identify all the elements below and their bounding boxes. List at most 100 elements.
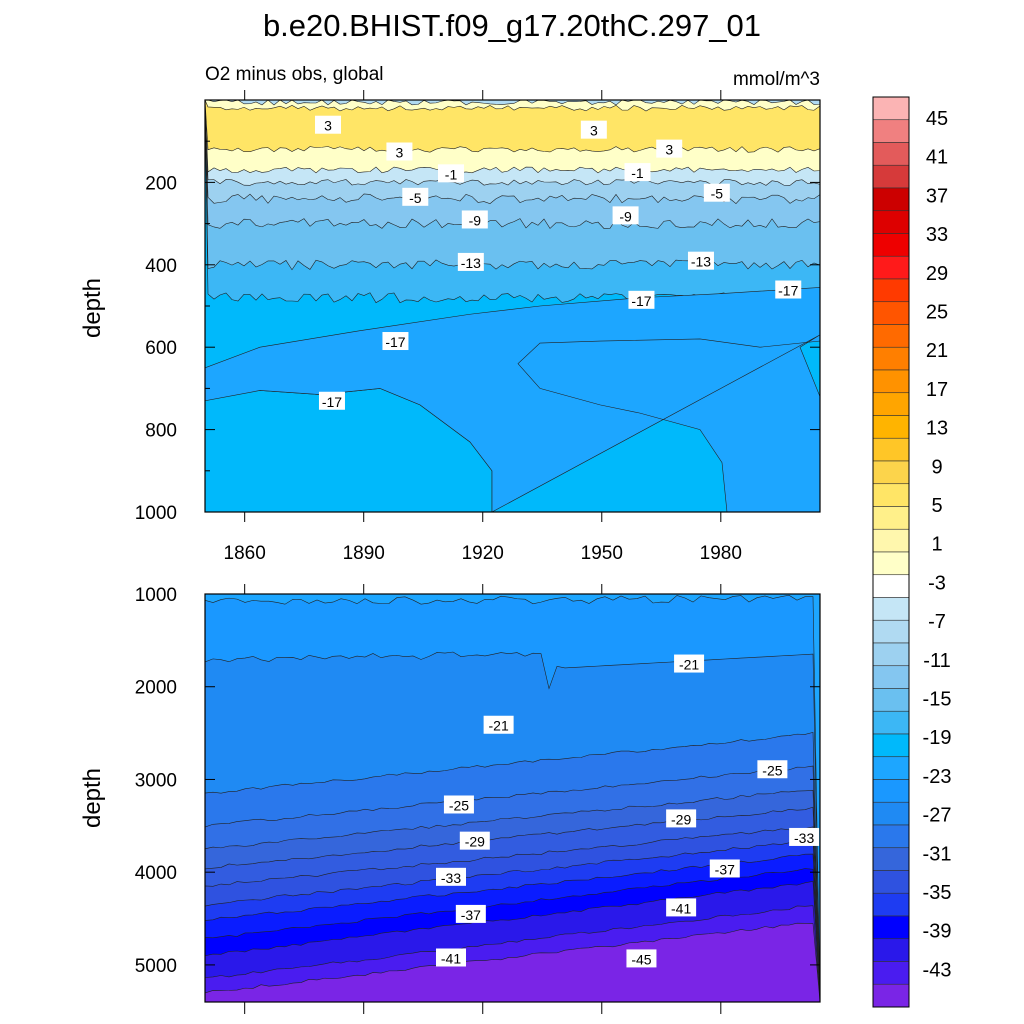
top-contour-label: -1 (438, 164, 464, 183)
bottom-contour-label: -25 (757, 760, 788, 779)
top-contour-label-bg (624, 163, 651, 182)
colorbar-label: -7 (928, 611, 946, 633)
bottom-contour-label-text: -21 (679, 657, 699, 673)
top-contour-label-text: 3 (396, 145, 404, 161)
bottom-contour-label: -25 (443, 795, 474, 814)
top-band (204, 99, 821, 153)
top-ytick-label: 600 (145, 338, 177, 359)
colorbar-swatch (872, 983, 910, 1008)
top-contour-label-bg (656, 139, 683, 158)
colorbar-swatch (872, 870, 910, 894)
colorbar-swatch (872, 437, 910, 462)
colorbar-label: 13 (926, 418, 948, 440)
colorbar-swatch (872, 710, 910, 735)
top-contour-label-bg (703, 183, 730, 202)
bottom-contour-label-text: -33 (794, 830, 814, 846)
top-contour-label: -17 (775, 280, 802, 299)
bottom-ytick-label: 3000 (135, 770, 177, 791)
top-contour-label: 3 (386, 142, 413, 161)
colorbar-swatch (872, 824, 910, 849)
top-contour-label-text: 3 (324, 118, 332, 134)
colorbar-label: -11 (923, 650, 950, 672)
colorbar-label: 1 (931, 534, 942, 556)
colorbar-label: -39 (923, 921, 952, 943)
colorbar-label: 45 (926, 108, 948, 130)
colorbar-swatch (872, 301, 910, 325)
top-xtick-label: 1920 (462, 543, 504, 564)
colorbar-label: -31 (923, 843, 952, 865)
top-contour-label-bg (628, 290, 655, 309)
bottom-contour-label-text: -41 (441, 950, 461, 966)
bottom-contour-label: -21 (674, 654, 705, 673)
top-contour-label-text: -13 (461, 255, 481, 271)
colorbar-swatch (872, 801, 910, 826)
colorbar-label: -35 (923, 882, 952, 904)
colorbar-swatch (872, 96, 910, 121)
top-contour-label-bg (382, 332, 409, 351)
top-contour-label-bg (461, 210, 488, 229)
bottom-contour-label-text: -41 (671, 900, 691, 916)
colorbar-swatch (872, 506, 910, 530)
colorbar-label: 25 (926, 302, 948, 324)
colorbar-swatch (872, 779, 910, 803)
colorbar-swatch (872, 756, 910, 780)
bottom-contour-label: -37 (709, 859, 740, 878)
top-panel: O2 minus obs, global mmol/m^3 depth 3333… (79, 64, 821, 564)
top-ytick-label: 200 (145, 173, 177, 194)
bottom-contour-label: -21 (483, 715, 514, 734)
colorbar-swatch (872, 278, 910, 303)
bottom-contour-label-text: -25 (449, 797, 469, 813)
top-contour-label-text: -1 (445, 166, 458, 182)
colorbar-label: 9 (931, 456, 942, 478)
bottom-band (204, 922, 821, 1003)
bottom-contour-label: -33 (789, 827, 820, 846)
top-contour-label-text: -9 (619, 208, 632, 224)
colorbar-swatch (872, 119, 910, 143)
bottom-plot-area: -21 -21 -25 -25 -29 -29 -33 -33 -37 -37 -41 -41 -45 (204, 594, 821, 1003)
bottom-contour-label: -41 (666, 898, 697, 917)
colorbar-swatch (872, 142, 910, 166)
top-contour-label-text: -17 (322, 394, 342, 410)
colorbar-swatch (872, 324, 910, 348)
bottom-contour-label-text: -25 (762, 762, 782, 778)
top-contour-label-text: -17 (631, 293, 651, 309)
bottom-contour-label-bg (455, 904, 486, 923)
top-contour-label: -17 (382, 332, 409, 351)
colorbar-swatch (872, 187, 910, 212)
colorbar-swatch (872, 665, 910, 689)
top-contour-label-bg (687, 251, 714, 270)
top-contour-label-text: -9 (469, 212, 482, 228)
bottom-contour-label-bg (459, 831, 490, 850)
colorbar-swatch (872, 847, 910, 871)
top-contour-label-bg (438, 164, 464, 183)
colorbar-label: 33 (926, 224, 948, 246)
top-contour-label-text: -17 (778, 283, 798, 299)
top-contour-label-text: -5 (409, 190, 422, 206)
top-contour-label: 3 (315, 115, 341, 134)
bottom-contour-label: -37 (455, 904, 486, 923)
colorbar-swatch (872, 733, 910, 758)
bottom-ytick-label: 1000 (135, 585, 177, 606)
colorbar-swatch (872, 642, 910, 667)
colorbar-swatch (872, 483, 910, 507)
colorbar-swatch (872, 619, 910, 644)
bottom-contour-label-text: -29 (671, 811, 691, 827)
top-xtick-label: 1890 (343, 543, 385, 564)
colorbar-label: 37 (926, 185, 948, 207)
colorbar: 45 41 37 33 29 25 21 17 13 9 5 1 -3 -7 -11 -15 -19 -23 -27… (872, 96, 952, 1008)
colorbar-swatch (872, 961, 910, 985)
bottom-contour-label-text: -33 (441, 870, 461, 886)
top-contour-label-text: 3 (665, 142, 673, 158)
bottom-ytick-label: 5000 (135, 956, 177, 977)
bottom-contour-label-bg (666, 809, 697, 828)
colorbar-swatch (872, 392, 910, 416)
top-contour-label-bg (402, 187, 429, 206)
bottom-contour-label-text: -37 (715, 861, 735, 877)
bottom-contour-label-bg (666, 898, 697, 917)
colorbar-swatch (872, 688, 910, 712)
bottom-ylabel: depth (79, 768, 106, 828)
colorbar-label: 29 (926, 263, 948, 285)
top-subtitle-left: O2 minus obs, global (205, 64, 384, 85)
bottom-contour-label-text: -37 (461, 907, 481, 923)
colorbar-swatch (872, 233, 910, 257)
